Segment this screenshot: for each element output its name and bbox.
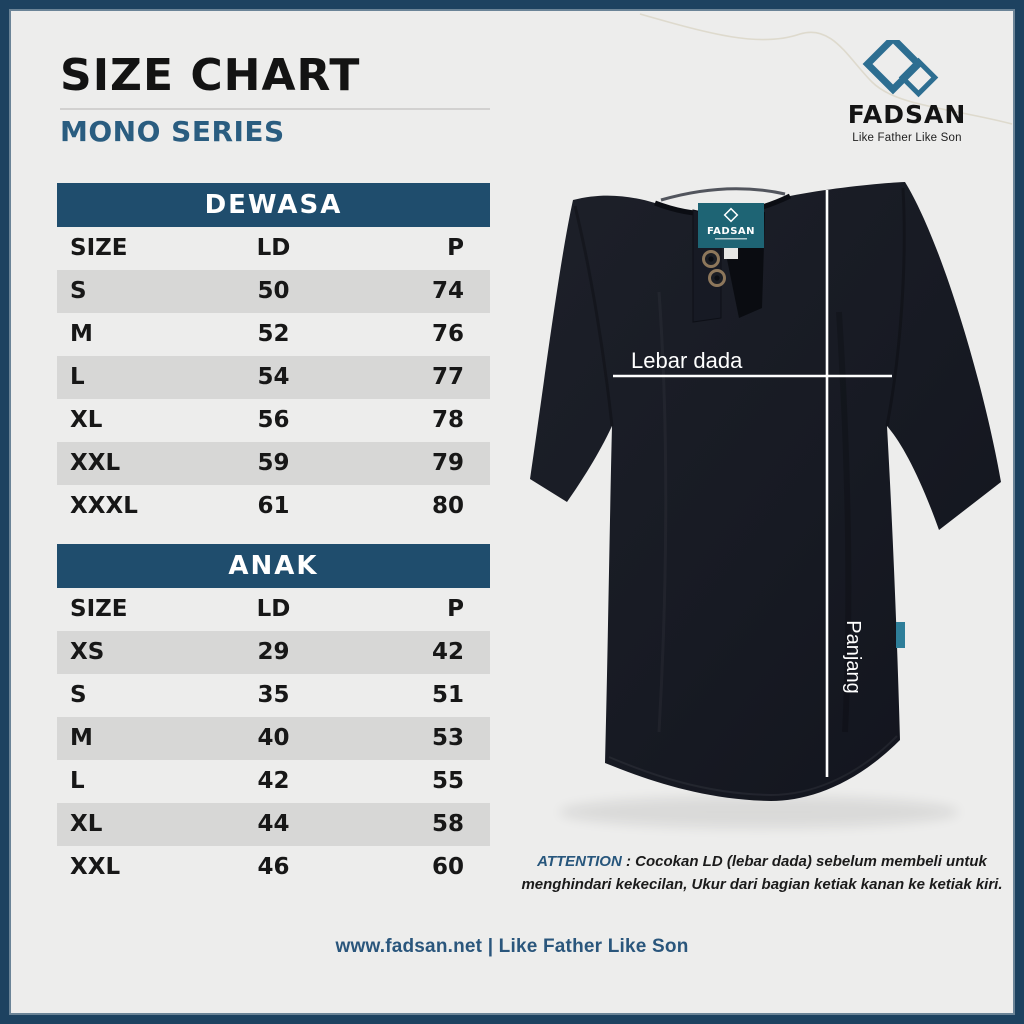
neck-label-tagline-line <box>715 238 747 240</box>
brand-tagline: Like Father Like Son <box>852 132 962 145</box>
button-icon <box>708 269 726 287</box>
table-dewasa-header-row: SIZE LD P <box>57 227 490 270</box>
table-row: XXL 59 79 <box>57 442 490 485</box>
col-ld: LD <box>256 235 291 261</box>
cell-p: 76 <box>431 321 464 347</box>
size-tag <box>724 248 738 259</box>
cell-p: 51 <box>431 682 464 708</box>
cell-size: L <box>70 364 85 390</box>
table-anak-title: ANAK <box>57 544 490 588</box>
col-ld: LD <box>256 596 291 622</box>
cell-p: 80 <box>431 493 464 519</box>
attention-text: : Cocokan LD (lebar dada) sebelum membel… <box>521 853 1003 893</box>
col-size: SIZE <box>70 596 128 622</box>
cell-ld: 42 <box>257 768 290 794</box>
cell-p: 55 <box>431 768 464 794</box>
table-anak-header-row: SIZE LD P <box>57 588 490 631</box>
cell-ld: 46 <box>257 854 290 880</box>
cell-size: S <box>70 682 87 708</box>
cell-size: M <box>70 725 93 751</box>
table-row: XXL 46 60 <box>57 846 490 889</box>
cell-p: 58 <box>431 811 464 837</box>
page-title: SIZE CHART <box>60 50 361 101</box>
cell-size: XXL <box>70 854 121 880</box>
table-row: L 42 55 <box>57 760 490 803</box>
col-size: SIZE <box>70 235 128 261</box>
brand-logo: FADSAN Like Father Like Son <box>834 40 980 144</box>
footer-text: www.fadsan.net | Like Father Like Son <box>335 936 689 957</box>
shirt-measurement-figure: FADSAN Lebar dada Panjang <box>509 172 1014 890</box>
brand-name: FADSAN <box>847 100 967 129</box>
table-row: S 35 51 <box>57 674 490 717</box>
cell-size: L <box>70 768 85 794</box>
length-label: Panjang <box>842 620 864 693</box>
chest-width-label: Lebar dada <box>631 348 743 373</box>
cell-ld: 59 <box>257 450 290 476</box>
table-row: M 52 76 <box>57 313 490 356</box>
cell-size: S <box>70 278 87 304</box>
table-row: XXXL 61 80 <box>57 485 490 528</box>
collar-back-line <box>660 187 786 202</box>
table-row: L 54 77 <box>57 356 490 399</box>
cell-p: 78 <box>431 407 464 433</box>
attention-label: ATTENTION <box>537 853 622 870</box>
shirt-silhouette <box>530 182 1001 801</box>
col-p: P <box>447 596 464 622</box>
side-tag <box>896 622 905 648</box>
sleeve-seam <box>573 205 614 427</box>
cell-p: 42 <box>431 639 464 665</box>
cell-ld: 44 <box>257 811 290 837</box>
neck-label-tag: FADSAN <box>698 203 764 259</box>
cell-size: M <box>70 321 93 347</box>
cell-size: XL <box>70 407 103 433</box>
table-dewasa-title: DEWASA <box>57 183 490 227</box>
neck-label-brand: FADSAN <box>707 226 755 237</box>
table-row: S 50 74 <box>57 270 490 313</box>
cell-ld: 52 <box>257 321 290 347</box>
col-p: P <box>447 235 464 261</box>
shirt-photo: FADSAN Lebar dada Panjang <box>530 182 1001 828</box>
button-icon <box>702 250 720 268</box>
header: SIZE CHART MONO SERIES <box>60 54 490 146</box>
hem-stitch <box>608 735 898 797</box>
cell-size: XXXL <box>70 493 138 519</box>
cell-ld: 61 <box>257 493 290 519</box>
sleeve-seam <box>885 187 906 427</box>
fadsan-diamonds-icon <box>862 40 939 98</box>
cell-p: 53 <box>431 725 464 751</box>
cell-size: XS <box>70 639 105 665</box>
table-row: M 40 53 <box>57 717 490 760</box>
cell-ld: 56 <box>257 407 290 433</box>
neck-label-diamond-icon <box>723 207 739 223</box>
title-divider <box>60 108 490 110</box>
table-dewasa: DEWASA SIZE LD P S 50 74 M 52 76 L 54 77… <box>57 183 490 528</box>
cell-ld: 35 <box>257 682 290 708</box>
fold-highlight <box>657 291 668 733</box>
cell-p: 60 <box>431 854 464 880</box>
cell-ld: 50 <box>257 278 290 304</box>
cell-ld: 40 <box>257 725 290 751</box>
cell-p: 74 <box>431 278 464 304</box>
cell-ld: 54 <box>257 364 290 390</box>
attention-note: ATTENTION : Cocokan LD (lebar dada) sebe… <box>520 851 1004 896</box>
table-row: XL 44 58 <box>57 803 490 846</box>
table-row: XL 56 78 <box>57 399 490 442</box>
cell-ld: 29 <box>257 639 290 665</box>
cell-size: XXL <box>70 450 121 476</box>
cell-p: 79 <box>431 450 464 476</box>
table-row: XS 29 42 <box>57 631 490 674</box>
cell-p: 77 <box>431 364 464 390</box>
shirt-shadow <box>559 796 959 828</box>
cell-size: XL <box>70 811 103 837</box>
series-subtitle: MONO SERIES <box>60 115 285 148</box>
table-anak: ANAK SIZE LD P XS 29 42 S 35 51 M 40 53 … <box>57 544 490 889</box>
